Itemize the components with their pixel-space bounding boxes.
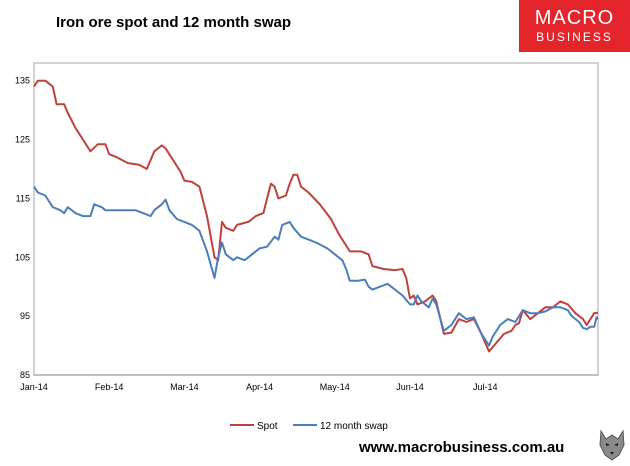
y-tick-label: 115 <box>16 193 30 203</box>
wolf-logo-icon <box>599 429 625 461</box>
legend-label-swap: 12 month swap <box>320 421 388 432</box>
y-tick-label: 125 <box>15 135 30 145</box>
y-tick-label: 135 <box>15 76 30 86</box>
series-line-spot <box>33 79 599 353</box>
x-tick-label: May-14 <box>320 382 350 392</box>
x-tick-label: Jun-14 <box>396 382 424 392</box>
logo-line-1: MACRO <box>534 7 615 29</box>
footer-url: www.macrobusiness.com.au <box>359 439 565 456</box>
y-tick-label: 105 <box>15 252 30 262</box>
y-tick-label: 85 <box>20 370 30 380</box>
y-tick-label: 95 <box>20 311 30 321</box>
macrobusiness-logo: MACRO BUSINESS <box>519 0 630 52</box>
chart-title: Iron ore spot and 12 month swap <box>56 14 292 31</box>
series-line-swap <box>33 186 599 347</box>
logo-line-2: BUSINESS <box>536 30 613 44</box>
x-tick-label: Feb-14 <box>95 382 124 392</box>
x-tick-label: Apr-14 <box>246 382 273 392</box>
x-tick-label: Jul-14 <box>473 382 498 392</box>
legend-label-spot: Spot <box>257 421 278 432</box>
x-tick-label: Jan-14 <box>20 382 48 392</box>
x-tick-label: Mar-14 <box>170 382 199 392</box>
